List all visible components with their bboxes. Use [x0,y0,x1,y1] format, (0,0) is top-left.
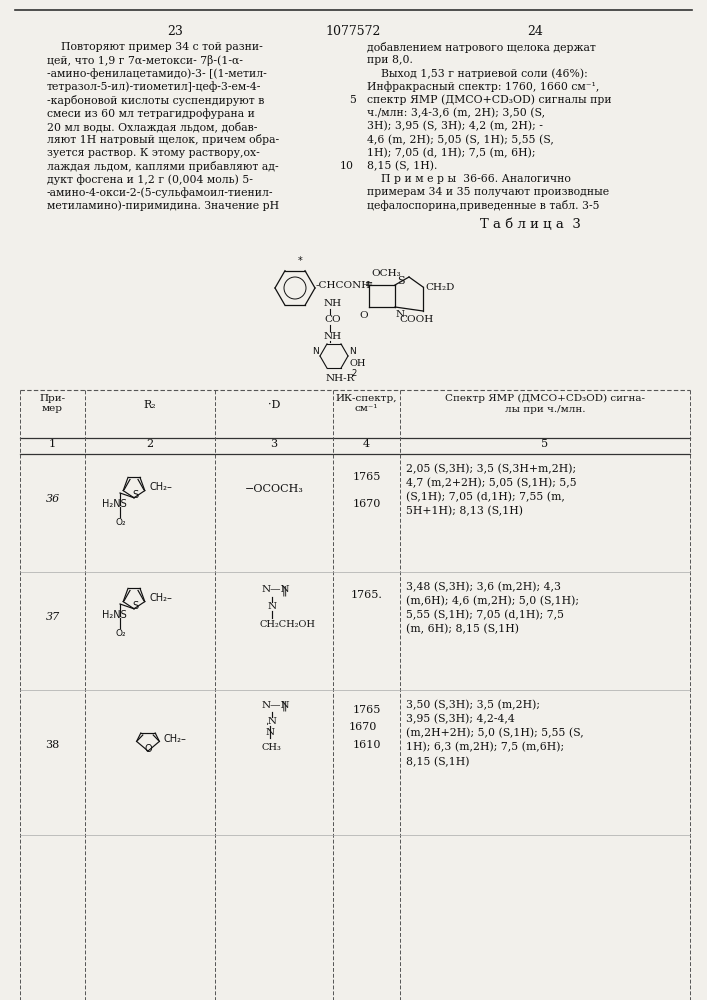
Text: O: O [359,311,368,320]
Text: N—N: N—N [262,585,291,594]
Text: смеси из 60 мл тетрагидрофурана и: смеси из 60 мл тетрагидрофурана и [47,108,255,119]
Text: добавлением натрового щелока держат: добавлением натрового щелока держат [367,42,596,53]
Text: 8,15 (S, 1H).: 8,15 (S, 1H). [367,161,438,171]
Text: 3,48 (S,3H); 3,6 (m,2H); 4,3
(m,6H); 4,6 (m,2H); 5,0 (S,1H);
5,55 (S,1H); 7,05 (: 3,48 (S,3H); 3,6 (m,2H); 4,3 (m,6H); 4,6… [406,582,579,635]
Text: CH₃: CH₃ [262,743,282,752]
Text: S: S [132,601,138,611]
Text: 2: 2 [146,439,153,449]
Text: 1H); 7,05 (d, 1H); 7,5 (m, 6H);: 1H); 7,05 (d, 1H); 7,5 (m, 6H); [367,148,535,158]
Text: N: N [349,347,356,356]
Text: Инфракрасный спектр: 1760, 1660 см⁻¹,: Инфракрасный спектр: 1760, 1660 см⁻¹, [367,82,600,92]
Text: при 8,0.: при 8,0. [367,55,413,65]
Text: 1670: 1670 [349,722,377,732]
Text: -CHCONH: -CHCONH [316,282,371,290]
Text: -амино-4-окси-2-(5-сульфамоил-тиенил-: -амино-4-окси-2-(5-сульфамоил-тиенил- [47,187,274,198]
Text: ч./млн: 3,4-3,6 (m, 2H); 3,50 (S,: ч./млн: 3,4-3,6 (m, 2H); 3,50 (S, [367,108,545,118]
Text: 24: 24 [527,25,543,38]
Text: 1670: 1670 [352,499,380,509]
Text: COOH: COOH [400,315,434,324]
Text: NH: NH [324,299,342,308]
Text: H₂NS: H₂NS [102,499,127,509]
Text: 10: 10 [340,161,354,171]
Text: При-
мер: При- мер [40,394,66,413]
Text: зуется раствор. К этому раствору,ох-: зуется раствор. К этому раствору,ох- [47,148,259,158]
Text: O₂: O₂ [116,518,127,527]
Text: 2: 2 [351,369,356,378]
Text: CH₂–: CH₂– [150,593,173,603]
Text: 1765: 1765 [352,705,380,715]
Text: примерам 34 и 35 получают производные: примерам 34 и 35 получают производные [367,187,609,197]
Text: спектр ЯМР (ДМСО+CD₃OD) сигналы при: спектр ЯМР (ДМСО+CD₃OD) сигналы при [367,95,612,105]
Text: CH₂CH₂OH: CH₂CH₂OH [260,620,316,629]
Text: ИК-спектр,
см⁻¹: ИК-спектр, см⁻¹ [336,394,397,413]
Text: ·D: ·D [268,400,280,410]
Text: ‖: ‖ [282,701,288,711]
Text: лаждая льдом, каплями прибавляют ад-: лаждая льдом, каплями прибавляют ад- [47,161,279,172]
Text: Повторяют пример 34 с той разни-: Повторяют пример 34 с той разни- [47,42,263,52]
Text: N: N [396,310,405,319]
Text: 1610: 1610 [352,740,381,750]
Text: NH: NH [324,332,342,341]
Text: 5: 5 [349,95,356,105]
Text: 5: 5 [542,439,549,449]
Text: CO: CO [324,315,341,324]
Text: 20 мл воды. Охлаждая льдом, добав-: 20 мл воды. Охлаждая льдом, добав- [47,121,257,132]
Text: 38: 38 [45,740,59,750]
Text: -карбоновой кислоты суспендируют в: -карбоновой кислоты суспендируют в [47,95,264,106]
Text: Выход 1,53 г натриевой соли (46%):: Выход 1,53 г натриевой соли (46%): [367,68,588,79]
Text: ‖: ‖ [282,586,288,596]
Text: 4: 4 [363,439,370,449]
Text: метиламино)-пиримидина. Значение pH: метиламино)-пиримидина. Значение pH [47,200,279,211]
Text: N: N [266,728,275,737]
Text: NH-R: NH-R [326,374,356,383]
Text: S: S [397,276,404,286]
Text: N: N [267,602,276,611]
Text: *: * [298,256,303,266]
Text: OCH₃: OCH₃ [371,269,401,278]
Text: 1: 1 [49,439,56,449]
Text: 36: 36 [45,494,59,504]
Text: 1077572: 1077572 [325,25,380,38]
Text: П р и м е р ы  36-66. Аналогично: П р и м е р ы 36-66. Аналогично [367,174,571,184]
Text: 4,6 (m, 2H); 5,05 (S, 1H); 5,55 (S,: 4,6 (m, 2H); 5,05 (S, 1H); 5,55 (S, [367,134,554,145]
Text: ляют 1Н натровый щелок, причем обра-: ляют 1Н натровый щелок, причем обра- [47,134,279,145]
Text: 1765.: 1765. [351,590,382,600]
Text: N—N: N—N [262,700,291,710]
Text: CH₂–: CH₂– [164,734,187,744]
Text: цей, что 1,9 г 7α-метокси- 7β-(1-α-: цей, что 1,9 г 7α-метокси- 7β-(1-α- [47,55,243,66]
Text: ≡: ≡ [365,279,373,289]
Text: R₂: R₂ [144,400,156,410]
Text: дукт фосгена и 1,2 г (0,004 моль) 5-: дукт фосгена и 1,2 г (0,004 моль) 5- [47,174,253,185]
Text: −OCOCH₃: −OCOCH₃ [245,484,303,494]
Text: 37: 37 [45,612,59,622]
Text: H₂NS: H₂NS [102,610,127,620]
Text: Спектр ЯМР (ДМСО+CD₃OD) сигна-
лы при ч./млн.: Спектр ЯМР (ДМСО+CD₃OD) сигна- лы при ч.… [445,394,645,414]
Text: ˌN: ˌN [266,717,278,726]
Text: CH₂–: CH₂– [150,482,173,492]
Text: -амино-фенилацетамидо)-3- [(1-метил-: -амино-фенилацетамидо)-3- [(1-метил- [47,68,267,79]
Text: 3,50 (S,3H); 3,5 (m,2H);
3,95 (S,3H); 4,2-4,4
(m,2H+2H); 5,0 (S,1H); 5,55 (S,
1H: 3,50 (S,3H); 3,5 (m,2H); 3,95 (S,3H); 4,… [406,700,584,767]
Text: OH: OH [350,359,366,367]
Text: тетразол-5-ил)-тиометил]-цеф-3-ем-4-: тетразол-5-ил)-тиометил]-цеф-3-ем-4- [47,82,262,92]
Text: Т а б л и ц а  3: Т а б л и ц а 3 [479,218,580,231]
Text: O: O [144,744,152,754]
Text: 3H); 3,95 (S, 3H); 4,2 (m, 2H); -: 3H); 3,95 (S, 3H); 4,2 (m, 2H); - [367,121,543,132]
Text: N: N [312,347,319,356]
Text: CH₂D: CH₂D [425,282,455,292]
Text: S: S [132,490,138,500]
Text: 1765: 1765 [352,472,380,482]
Text: 2,05 (S,3H); 3,5 (S,3H+m,2H);
4,7 (m,2+2H); 5,05 (S,1H); 5,5
(S,1H); 7,05 (d,1H): 2,05 (S,3H); 3,5 (S,3H+m,2H); 4,7 (m,2+2… [406,464,577,517]
Text: цефалоспорина,приведенные в табл. 3-5: цефалоспорина,приведенные в табл. 3-5 [367,200,600,211]
Text: 23: 23 [167,25,183,38]
Text: 3: 3 [271,439,278,449]
Text: O₂: O₂ [116,629,127,638]
